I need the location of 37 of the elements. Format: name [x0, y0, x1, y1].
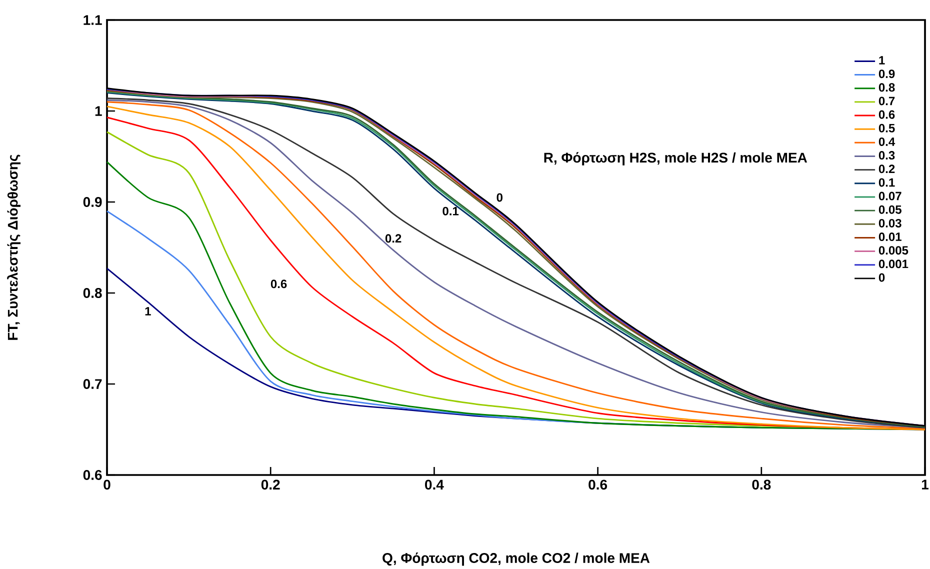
y-tick-label: 0.8 — [83, 288, 102, 298]
y-tick-label: 1.1 — [84, 15, 102, 25]
y-axis-title: FT, Συντελεστής Διόρθωσης — [7, 154, 20, 340]
legend-label: 0.9 — [878, 70, 895, 78]
x-tick-label: 0.6 — [588, 480, 608, 490]
legend-label: 0.005 — [878, 246, 908, 255]
y-tick-label: 0.6 — [83, 470, 102, 480]
legend-label: 0.4 — [878, 137, 896, 146]
legend-label: 0.07 — [878, 192, 902, 200]
legend-label: 0.7 — [878, 96, 895, 106]
legend-label: 0.05 — [878, 205, 902, 214]
x-tick-label: 0.4 — [425, 480, 444, 490]
legend-label: 0.01 — [878, 232, 902, 242]
annotation: 0.2 — [385, 234, 402, 243]
legend-label: 1 — [879, 56, 885, 64]
x-tick-label: 0.8 — [752, 480, 771, 490]
y-tick-label: 0.9 — [83, 197, 102, 207]
legend-label: 0.001 — [878, 260, 908, 268]
annotation: 0.1 — [442, 206, 459, 216]
annotation: 0 — [496, 193, 502, 202]
y-tick-label: 1 — [95, 106, 102, 116]
annotation: R, Φόρτωση H2S, mole H2S / mole MEA — [544, 152, 808, 166]
legend-label: 0.3 — [878, 151, 895, 160]
x-tick-label: 1 — [922, 480, 928, 490]
x-axis-title: Q, Φόρτωση CO2, mole CO2 / mole MEA — [382, 552, 650, 566]
annotation: 0.6 — [270, 280, 287, 288]
legend-label: 0 — [878, 273, 885, 282]
legend-label: 0.6 — [878, 110, 895, 119]
annotation: 1 — [145, 307, 151, 316]
y-tick-label: 0.7 — [83, 379, 102, 389]
legend-label: 0.2 — [878, 164, 895, 174]
legend-label: 0.03 — [878, 218, 902, 228]
x-tick-label: 0 — [104, 480, 110, 490]
legend-label: 0.8 — [878, 83, 895, 92]
x-tick-label: 0.2 — [261, 480, 280, 490]
legend-label: 0.5 — [878, 124, 895, 132]
legend-label: 0.1 — [878, 178, 895, 187]
